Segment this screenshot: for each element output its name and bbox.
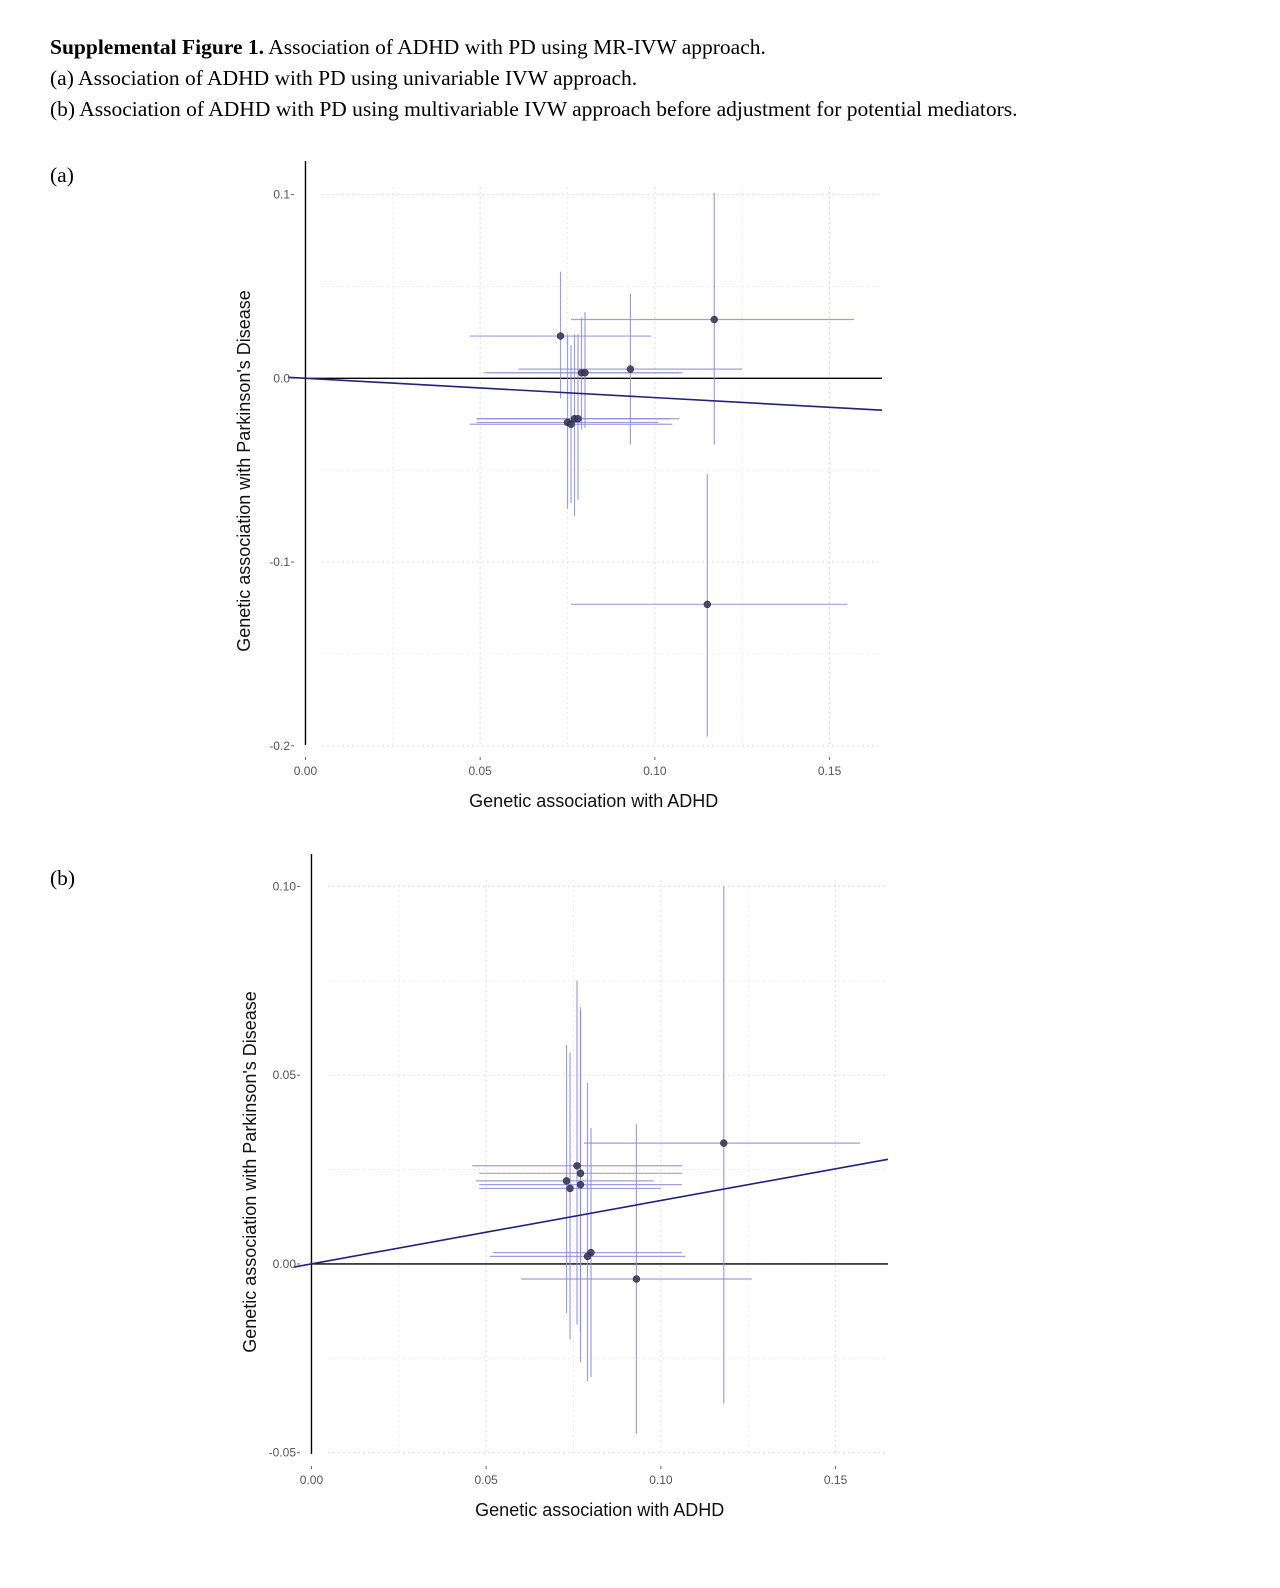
chart-a-ivw-fit-line <box>287 376 883 411</box>
chart-a-xtick-label: 0.15 <box>818 764 842 778</box>
chart-a-ytick-label: -0.2 <box>269 739 290 753</box>
chart-a-point-2 <box>626 365 635 373</box>
chart-a-point-0 <box>556 332 565 340</box>
chart-a-y-axis-title: Genetic association with Parkinson's Dis… <box>234 290 254 652</box>
figure-caption: Supplemental Figure 1. Association of AD… <box>50 32 1250 125</box>
chart-a-point-8 <box>574 415 582 423</box>
chart-a-x-axis-title: Genetic association with ADHD <box>469 791 718 811</box>
caption-title: Supplemental Figure 1. Association of AD… <box>50 32 1250 63</box>
caption-title-bold: Supplemental Figure 1. <box>50 35 265 59</box>
caption-line-a: (a) Association of ADHD with PD using un… <box>50 66 638 90</box>
panel-label-b: (b) <box>50 866 76 890</box>
chart-a-point-1 <box>710 315 718 324</box>
chart-a-point-9 <box>703 600 711 609</box>
panel-label-a: (a) <box>50 163 74 187</box>
caption-line-b: (b) Association of ADHD with PD using mu… <box>50 97 1018 121</box>
chart-a-point-4 <box>581 369 589 377</box>
chart-a-ytick-label: -0.1 <box>269 555 290 569</box>
chart-a-xtick-label: 0.10 <box>643 764 667 778</box>
chart-a-xtick-label: 0.00 <box>294 764 318 778</box>
caption-title-rest: Association of ADHD with PD using MR-IVW… <box>264 35 766 59</box>
chart-a-xtick-label: 0.05 <box>468 764 492 778</box>
chart-a-ytick-label: 0.0 <box>273 371 290 385</box>
chart-a-point-6 <box>567 420 575 428</box>
chart-a-ytick-label: 0.1 <box>273 188 290 202</box>
